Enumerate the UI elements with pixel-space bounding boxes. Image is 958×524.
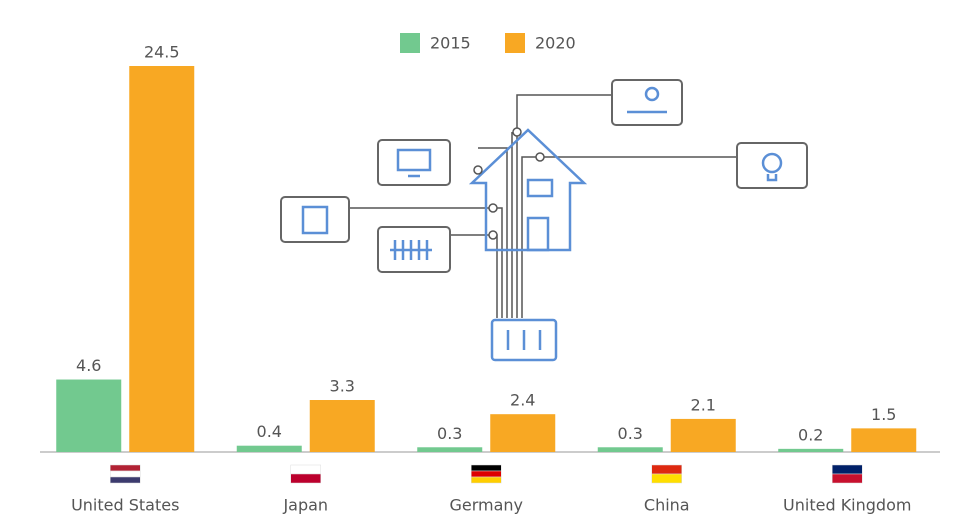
house-illustration (280, 79, 808, 362)
flag (110, 476, 141, 484)
flag (651, 464, 682, 475)
x-tick-label: China (644, 496, 690, 515)
bar (417, 447, 483, 452)
bar (490, 414, 556, 452)
flag (832, 473, 863, 484)
flag (832, 464, 863, 475)
bar (778, 448, 844, 452)
flag (651, 473, 682, 484)
legend-swatch (400, 33, 420, 53)
x-tick-label: Japan (282, 496, 328, 515)
value-label: 2.1 (691, 395, 716, 414)
value-label: 0.2 (798, 425, 823, 444)
value-label: 0.4 (257, 422, 282, 441)
value-label: 24.5 (144, 43, 180, 62)
value-label: 4.6 (76, 356, 101, 375)
value-label: 1.5 (871, 405, 896, 424)
x-tick-label: Germany (449, 496, 523, 515)
bar (129, 66, 195, 452)
value-label: 0.3 (618, 424, 643, 443)
bar (670, 418, 736, 452)
bar (309, 400, 375, 452)
flag (471, 476, 502, 484)
value-label: 3.3 (330, 377, 355, 396)
flag (471, 464, 502, 472)
x-tick-label: United States (71, 496, 179, 515)
x-tick-label: United Kingdom (783, 496, 911, 515)
flag (290, 464, 321, 475)
legend-label: 2015 (430, 34, 471, 53)
bar (597, 447, 663, 452)
legend-label: 2020 (535, 34, 576, 53)
flag (290, 473, 321, 484)
flag (471, 470, 502, 478)
value-label: 2.4 (510, 391, 535, 410)
bar (236, 445, 302, 452)
flag (110, 470, 141, 478)
value-label: 0.3 (437, 424, 462, 443)
bar (851, 428, 917, 452)
legend-swatch (505, 33, 525, 53)
bar (56, 379, 122, 452)
flag (110, 464, 141, 472)
